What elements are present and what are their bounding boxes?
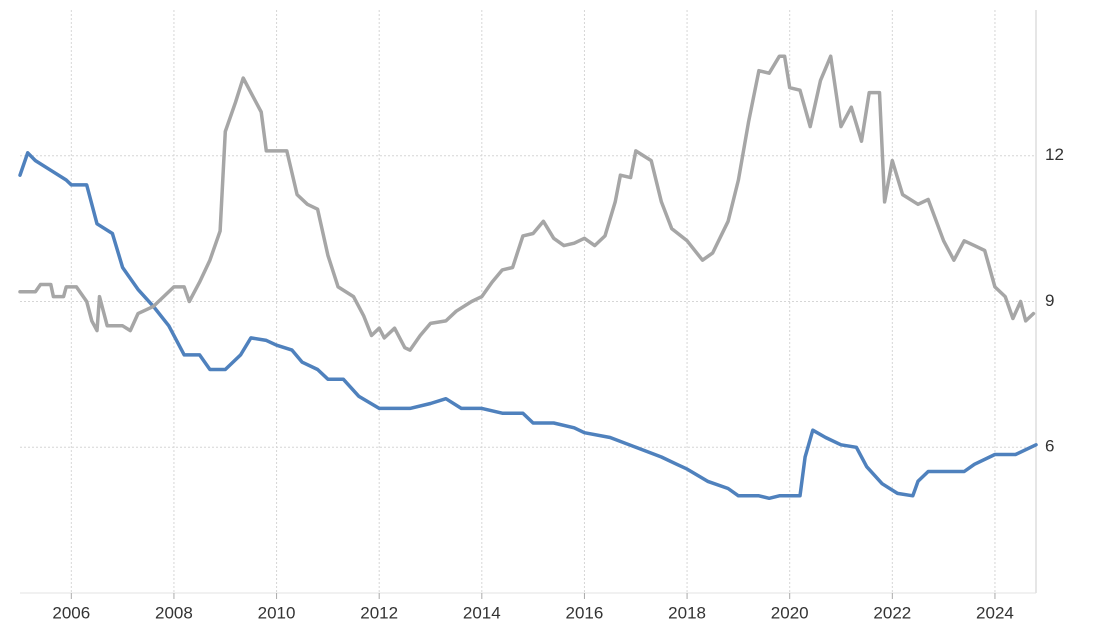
x-tick-label: 2020	[771, 603, 809, 622]
x-tick-label: 2024	[976, 603, 1014, 622]
x-tick-label: 2012	[360, 603, 398, 622]
x-tick-label: 2018	[668, 603, 706, 622]
series-line	[18, 151, 1038, 501]
x-tick-label: 2022	[873, 603, 911, 622]
x-tick-label: 2016	[566, 603, 604, 622]
series-line	[18, 54, 1036, 352]
x-tick-label: 2014	[463, 603, 501, 622]
y-tick-label: 9	[1045, 291, 1054, 310]
y-tick-label: 6	[1045, 437, 1054, 456]
x-tick-label: 2008	[155, 603, 193, 622]
x-tick-label: 2010	[258, 603, 296, 622]
x-tick-label: 2006	[52, 603, 90, 622]
y-tick-label: 12	[1045, 145, 1064, 164]
